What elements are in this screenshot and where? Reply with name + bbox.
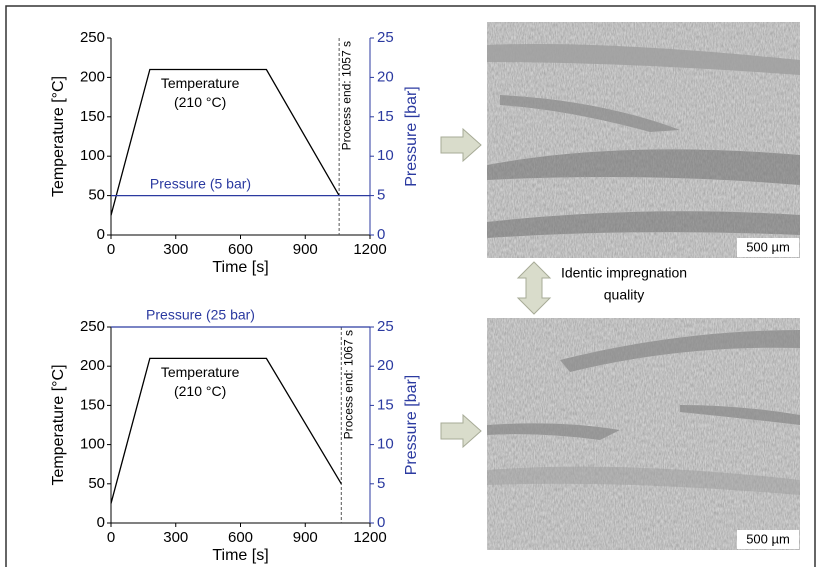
y-tick-label: 0 [97,226,105,243]
y2-tick-label: 0 [377,226,385,243]
y2-tick-label: 5 [377,187,385,204]
y2-tick-label: 0 [377,514,385,531]
y-tick-label: 150 [80,396,105,413]
y-tick-label: 100 [80,436,105,453]
x-tick-label: 300 [163,529,188,546]
x-tick-label: 1200 [353,529,386,546]
comparison-label: Identic impregnation [561,265,687,281]
y-tick-label: 200 [80,357,105,374]
x-tick-label: 900 [293,241,318,258]
y2-tick-label: 20 [377,357,394,374]
y2-axis-label: Pressure [bar] [403,86,420,186]
x-tick-label: 900 [293,529,318,546]
y-axis-label: Temperature [°C] [50,364,67,485]
micrograph [487,318,800,550]
scale-label: 500 µm [746,239,790,254]
y2-tick-label: 20 [377,68,394,85]
y2-tick-label: 25 [377,29,394,46]
comparison-label: quality [604,287,644,303]
process-end-label: Process end: 1057 s [339,41,353,150]
line-series [110,357,342,504]
y-tick-label: 250 [80,318,105,335]
pressure-label: Pressure (25 bar) [146,307,255,323]
y2-tick-label: 5 [377,475,385,492]
y2-tick-label: 25 [377,318,394,335]
y2-tick-label: 15 [377,108,394,125]
x-tick-label: 300 [163,241,188,258]
process-end-label: Process end: 1067 s [341,330,355,439]
temperature-label: (210 °C) [174,383,226,399]
micrograph [487,22,800,258]
y-tick-label: 100 [80,147,105,164]
x-axis-label: Time [s] [212,547,268,564]
y-axis-label: Temperature [°C] [50,76,67,197]
y2-tick-label: 10 [377,436,394,453]
arrow [440,127,482,163]
y2-tick-label: 15 [377,396,394,413]
y2-axis-label: Pressure [bar] [403,375,420,475]
x-tick-label: 600 [228,529,253,546]
y-tick-label: 150 [80,108,105,125]
x-tick-label: 0 [107,529,115,546]
double-arrow [516,261,552,315]
y-tick-label: 50 [88,475,105,492]
y2-tick-label: 10 [377,147,394,164]
temperature-label: Temperature [161,364,240,380]
y-tick-label: 50 [88,187,105,204]
temperature-label: Temperature [161,75,240,91]
pressure-label: Pressure (5 bar) [150,175,251,191]
temperature-label: (210 °C) [174,94,226,110]
line-series [110,68,340,216]
y-tick-label: 250 [80,29,105,46]
y-tick-label: 0 [97,514,105,531]
x-tick-label: 0 [107,241,115,258]
x-tick-label: 1200 [353,241,386,258]
frame [5,5,816,567]
x-tick-label: 600 [228,241,253,258]
scale-label: 500 µm [746,531,790,546]
y-tick-label: 200 [80,68,105,85]
arrow [440,413,482,449]
x-axis-label: Time [s] [212,259,268,276]
